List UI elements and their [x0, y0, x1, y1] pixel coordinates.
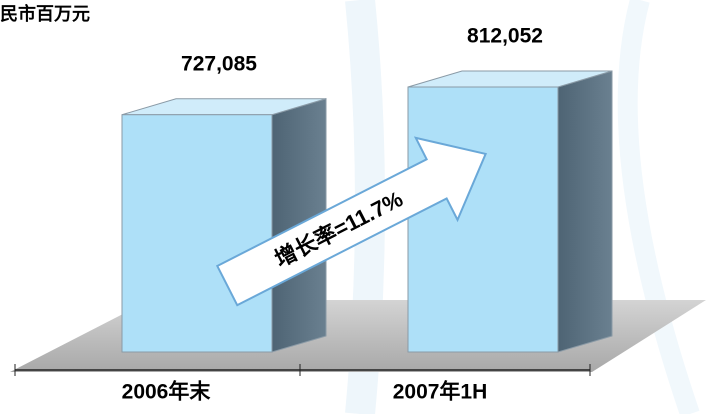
bar-side [557, 70, 613, 353]
bar-front [121, 114, 273, 353]
bar [121, 98, 327, 353]
bar-front [407, 86, 559, 353]
x-tick-label: 2006年末 [122, 380, 212, 404]
unit-label: 民市百万元 [0, 3, 90, 24]
value-label: 812,052 [467, 25, 543, 48]
x-tick-label: 2007年1H [393, 380, 488, 404]
bar [407, 70, 613, 353]
value-label: 727,085 [181, 52, 257, 75]
